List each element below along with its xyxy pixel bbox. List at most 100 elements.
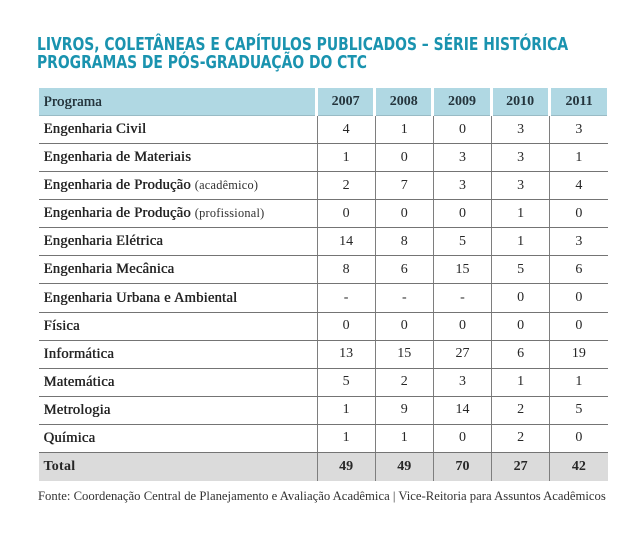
table-row: Engenharia Elétrica 14 8 5 1 3 xyxy=(39,228,608,257)
value-cell: 0 xyxy=(316,312,375,340)
value-cell: 6 xyxy=(491,340,549,368)
value-cell: 0 xyxy=(374,144,433,172)
value-cell: 9 xyxy=(374,396,433,424)
value-cell: 0 xyxy=(491,284,549,312)
column-header-year: 2007 xyxy=(318,88,374,116)
value-cell: 2 xyxy=(491,424,549,452)
program-cell: Engenharia de Materiais xyxy=(43,149,191,166)
program-cell: Engenharia Urbana e Ambiental xyxy=(43,289,238,306)
table-row: Física 0 0 0 0 0 xyxy=(39,312,608,341)
program-cell: Engenharia Civil xyxy=(43,121,147,138)
value-cell: 27 xyxy=(491,452,549,482)
value-cell: 3 xyxy=(549,116,607,144)
value-cell: 2 xyxy=(316,172,375,200)
value-cell: - xyxy=(374,284,433,312)
value-cell: 13 xyxy=(316,340,375,368)
value-cell: 6 xyxy=(549,256,607,284)
value-cell: 0 xyxy=(491,312,549,340)
value-cell: 0 xyxy=(432,312,491,340)
value-cell: 27 xyxy=(432,340,491,368)
table-body: Engenharia Civil 4 1 0 3 3 Engenharia de Mater… xyxy=(39,116,608,482)
value-cell: 49 xyxy=(316,452,375,482)
program-cell: Matemática xyxy=(43,373,115,390)
value-cell: 8 xyxy=(316,256,375,284)
value-cell: 2 xyxy=(374,368,433,396)
value-cell: 15 xyxy=(374,340,433,368)
page-title-line1: LIVROS, COLETÂNEAS E CAPÍTULOS PUBLICADO… xyxy=(37,34,569,55)
value-cell: 4 xyxy=(549,172,607,200)
value-cell: - xyxy=(432,284,491,312)
value-cell: - xyxy=(316,284,375,312)
column-header-year: 2008 xyxy=(376,88,432,116)
table-row: Engenharia de Produção (acadêmico) 2 7 3 3 4 xyxy=(39,172,608,201)
column-header-year: 2009 xyxy=(434,88,490,116)
value-cell: 0 xyxy=(549,312,607,340)
value-cell: 0 xyxy=(374,312,433,340)
value-cell: 3 xyxy=(549,228,607,256)
column-header-year: 2011 xyxy=(550,88,608,116)
value-cell: 1 xyxy=(549,144,607,172)
program-cell: Química xyxy=(43,429,96,446)
value-cell: 15 xyxy=(432,256,491,284)
value-cell: 19 xyxy=(549,340,607,368)
value-cell: 1 xyxy=(316,396,375,424)
value-cell: 1 xyxy=(491,200,549,228)
program-cell: Engenharia Elétrica xyxy=(43,233,163,250)
value-cell: 0 xyxy=(432,116,491,144)
value-cell: 42 xyxy=(549,452,607,482)
value-cell: 3 xyxy=(432,368,491,396)
publications-table: Programa 2007 2008 2009 2010 2011 Engenharia … xyxy=(39,88,608,482)
program-cell: Engenharia de Produção (acadêmico) xyxy=(43,177,259,194)
value-cell: 3 xyxy=(432,172,491,200)
program-cell: Engenharia Mecânica xyxy=(43,261,175,278)
value-cell: 5 xyxy=(549,396,607,424)
program-suffix: (profissional) xyxy=(194,206,265,221)
value-cell: 2 xyxy=(491,396,549,424)
page-title-line2: PROGRAMAS DE PÓS-GRADUAÇÃO DO CTC xyxy=(37,52,367,73)
value-cell: 3 xyxy=(491,172,549,200)
value-cell: 3 xyxy=(491,116,549,144)
value-cell: 1 xyxy=(316,144,375,172)
column-header-programa: Programa xyxy=(39,88,315,116)
table-row: Engenharia Civil 4 1 0 3 3 xyxy=(39,116,608,145)
value-cell: 8 xyxy=(374,228,433,256)
value-cell: 1 xyxy=(549,368,607,396)
value-cell: 1 xyxy=(491,228,549,256)
program-cell: Informática xyxy=(43,345,114,362)
table-row: Engenharia de Produção (profissional) 0 0 0 1… xyxy=(39,200,608,229)
value-cell: 0 xyxy=(432,200,491,228)
value-cell: 0 xyxy=(316,200,375,228)
table-row: Engenharia Mecânica 8 6 15 5 6 xyxy=(39,256,608,285)
value-cell: 4 xyxy=(316,116,375,144)
program-cell: Total xyxy=(43,459,76,475)
program-cell: Engenharia de Produção (profissional) xyxy=(43,205,265,222)
table-row: Metrologia 1 9 14 2 5 xyxy=(39,396,608,425)
value-cell: 5 xyxy=(432,228,491,256)
table-row: Engenharia Urbana e Ambiental - - -0 0 xyxy=(39,284,608,313)
column-header-year: 2010 xyxy=(492,88,548,116)
value-cell: 3 xyxy=(432,144,491,172)
program-suffix: (acadêmico) xyxy=(194,178,259,193)
value-cell: 6 xyxy=(374,256,433,284)
table-row: Química 1 1 0 2 0 xyxy=(39,424,608,453)
value-cell: 14 xyxy=(432,396,491,424)
value-cell: 0 xyxy=(374,200,433,228)
total-row: Total 49 49 70 27 42 xyxy=(39,452,608,482)
value-cell: 7 xyxy=(374,172,433,200)
page-title: LIVROS, COLETÂNEAS E CAPÍTULOS PUBLICADO… xyxy=(37,36,568,72)
value-cell: 1 xyxy=(316,424,375,452)
value-cell: 1 xyxy=(491,368,549,396)
table-row: Engenharia de Materiais 1 0 3 3 1 xyxy=(39,144,608,173)
table-row: Informática 13 15 27 6 19 xyxy=(39,340,608,369)
value-cell: 0 xyxy=(432,424,491,452)
value-cell: 49 xyxy=(374,452,433,482)
value-cell: 5 xyxy=(491,256,549,284)
value-cell: 0 xyxy=(549,424,607,452)
program-cell: Física xyxy=(43,317,80,334)
value-cell: 1 xyxy=(374,116,433,144)
value-cell: 0 xyxy=(549,200,607,228)
value-cell: 1 xyxy=(374,424,433,452)
value-cell: 14 xyxy=(316,228,375,256)
value-cell: 70 xyxy=(432,452,491,482)
table-row: Matemática 5 2 3 1 1 xyxy=(39,368,608,397)
